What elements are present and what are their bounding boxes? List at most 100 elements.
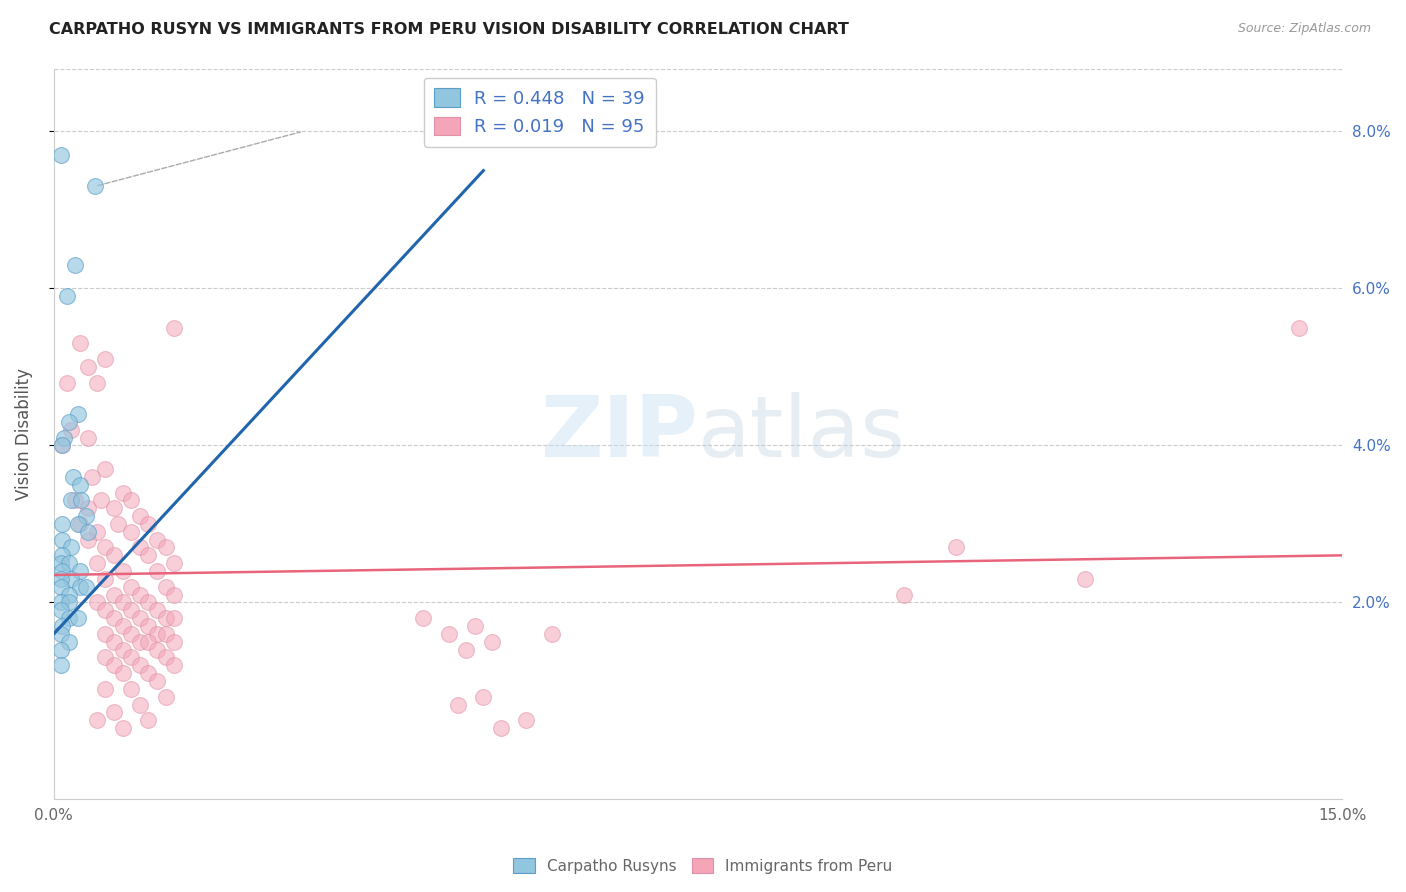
Text: CARPATHO RUSYN VS IMMIGRANTS FROM PERU VISION DISABILITY CORRELATION CHART: CARPATHO RUSYN VS IMMIGRANTS FROM PERU V… <box>49 22 849 37</box>
Point <box>515 713 537 727</box>
Point <box>489 721 512 735</box>
Point <box>70 493 93 508</box>
Point <box>49 642 72 657</box>
Point <box>51 619 73 633</box>
Point <box>128 509 150 524</box>
Point <box>49 556 72 570</box>
Point <box>155 580 177 594</box>
Point <box>94 462 117 476</box>
Point <box>49 658 72 673</box>
Point <box>86 376 108 390</box>
Point <box>146 603 169 617</box>
Point <box>120 524 142 539</box>
Point <box>128 658 150 673</box>
Point <box>103 501 125 516</box>
Point <box>136 713 159 727</box>
Point <box>86 713 108 727</box>
Point <box>77 533 100 547</box>
Point <box>1288 320 1310 334</box>
Point <box>55 289 77 303</box>
Text: atlas: atlas <box>699 392 905 475</box>
Point <box>103 634 125 648</box>
Point <box>136 634 159 648</box>
Point <box>69 564 91 578</box>
Point <box>128 588 150 602</box>
Point <box>136 549 159 563</box>
Point <box>103 588 125 602</box>
Point <box>945 541 967 555</box>
Point <box>481 634 503 648</box>
Point <box>412 611 434 625</box>
Point <box>86 595 108 609</box>
Point <box>66 516 89 531</box>
Point <box>111 666 134 681</box>
Point <box>86 556 108 570</box>
Point <box>94 650 117 665</box>
Point <box>120 681 142 696</box>
Point <box>128 634 150 648</box>
Point <box>58 556 80 570</box>
Point <box>60 493 83 508</box>
Point <box>62 470 84 484</box>
Point <box>86 524 108 539</box>
Legend: Carpatho Rusyns, Immigrants from Peru: Carpatho Rusyns, Immigrants from Peru <box>508 852 898 880</box>
Point <box>49 603 72 617</box>
Point <box>65 493 87 508</box>
Point <box>155 611 177 625</box>
Point <box>111 564 134 578</box>
Point <box>136 516 159 531</box>
Point <box>163 611 186 625</box>
Point <box>69 477 91 491</box>
Point <box>128 541 150 555</box>
Point <box>51 533 73 547</box>
Point <box>163 634 186 648</box>
Point <box>58 415 80 429</box>
Point <box>111 595 134 609</box>
Point <box>146 627 169 641</box>
Point <box>84 179 107 194</box>
Point <box>76 509 98 524</box>
Point <box>163 658 186 673</box>
Point <box>111 485 134 500</box>
Point <box>60 541 83 555</box>
Point <box>49 580 72 594</box>
Point <box>146 533 169 547</box>
Point <box>103 611 125 625</box>
Point <box>49 148 72 162</box>
Point <box>437 627 460 641</box>
Y-axis label: Vision Disability: Vision Disability <box>15 368 32 500</box>
Point <box>128 611 150 625</box>
Point <box>456 642 478 657</box>
Point <box>49 572 72 586</box>
Point <box>103 549 125 563</box>
Point <box>94 352 117 367</box>
Point <box>163 588 186 602</box>
Point <box>120 650 142 665</box>
Point <box>82 470 104 484</box>
Point <box>136 619 159 633</box>
Point <box>69 516 91 531</box>
Point <box>163 556 186 570</box>
Point <box>146 673 169 688</box>
Point <box>893 588 915 602</box>
Point <box>51 438 73 452</box>
Point <box>77 524 100 539</box>
Point <box>155 627 177 641</box>
Point <box>103 658 125 673</box>
Point <box>146 564 169 578</box>
Point <box>163 320 186 334</box>
Point <box>60 423 83 437</box>
Point <box>103 706 125 720</box>
Point <box>107 516 129 531</box>
Point <box>51 564 73 578</box>
Point <box>541 627 564 641</box>
Point <box>120 603 142 617</box>
Point <box>58 611 80 625</box>
Point <box>58 588 80 602</box>
Point <box>66 407 89 421</box>
Point <box>120 627 142 641</box>
Point <box>94 603 117 617</box>
Point <box>155 541 177 555</box>
Point <box>51 516 73 531</box>
Point <box>76 580 98 594</box>
